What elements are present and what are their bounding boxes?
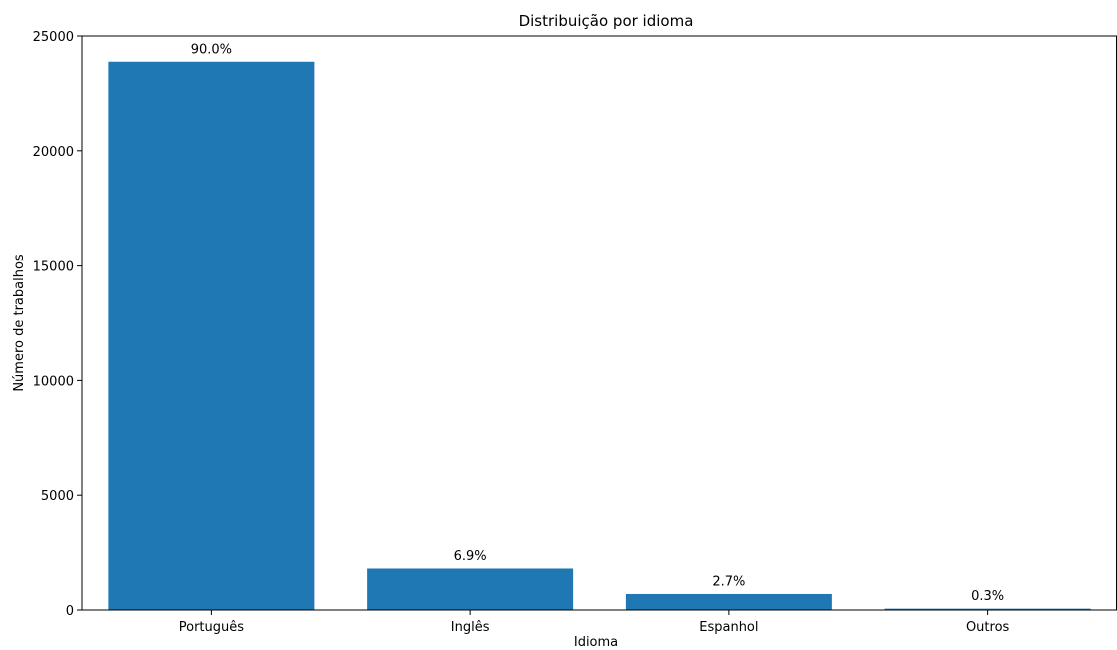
y-tick-label-2: 10000	[33, 374, 74, 389]
x-tick-label-0: Português	[179, 620, 245, 635]
x-tick-label-1: Inglês	[451, 620, 490, 635]
y-tick-label-4: 20000	[33, 145, 74, 160]
x-tick-label-2: Espanhol	[699, 620, 758, 635]
bar-0	[107, 60, 316, 611]
x-axis-label: Idioma	[574, 635, 618, 650]
y-tick-label-1: 5000	[41, 489, 74, 504]
x-ticks-group: Português Inglês Espanhol Outros	[179, 610, 1010, 635]
data-labels-group: 90.0% 6.9% 2.7% 0.3%	[191, 42, 1004, 604]
data-label-2: 2.7%	[712, 574, 745, 589]
data-label-1: 6.9%	[454, 549, 487, 564]
y-tick-label-5: 25000	[33, 30, 74, 45]
data-label-3: 0.3%	[971, 589, 1004, 604]
y-ticks-group: 0 5000 10000 15000 20000 25000	[33, 30, 82, 619]
bars-group	[107, 60, 1092, 611]
y-tick-label-3: 15000	[33, 260, 74, 275]
bar-2	[624, 592, 833, 611]
data-label-0: 90.0%	[191, 42, 232, 57]
chart-title: Distribuição por idioma	[519, 12, 694, 30]
y-tick-label-0: 0	[66, 604, 74, 619]
y-axis-label: Número de trabalhos	[12, 254, 27, 392]
bar-1	[366, 567, 575, 611]
y-axis: 0 5000 10000 15000 20000 25000	[33, 30, 83, 619]
x-axis: Português Inglês Espanhol Outros	[82, 609, 1117, 635]
x-tick-label-3: Outros	[966, 620, 1010, 635]
